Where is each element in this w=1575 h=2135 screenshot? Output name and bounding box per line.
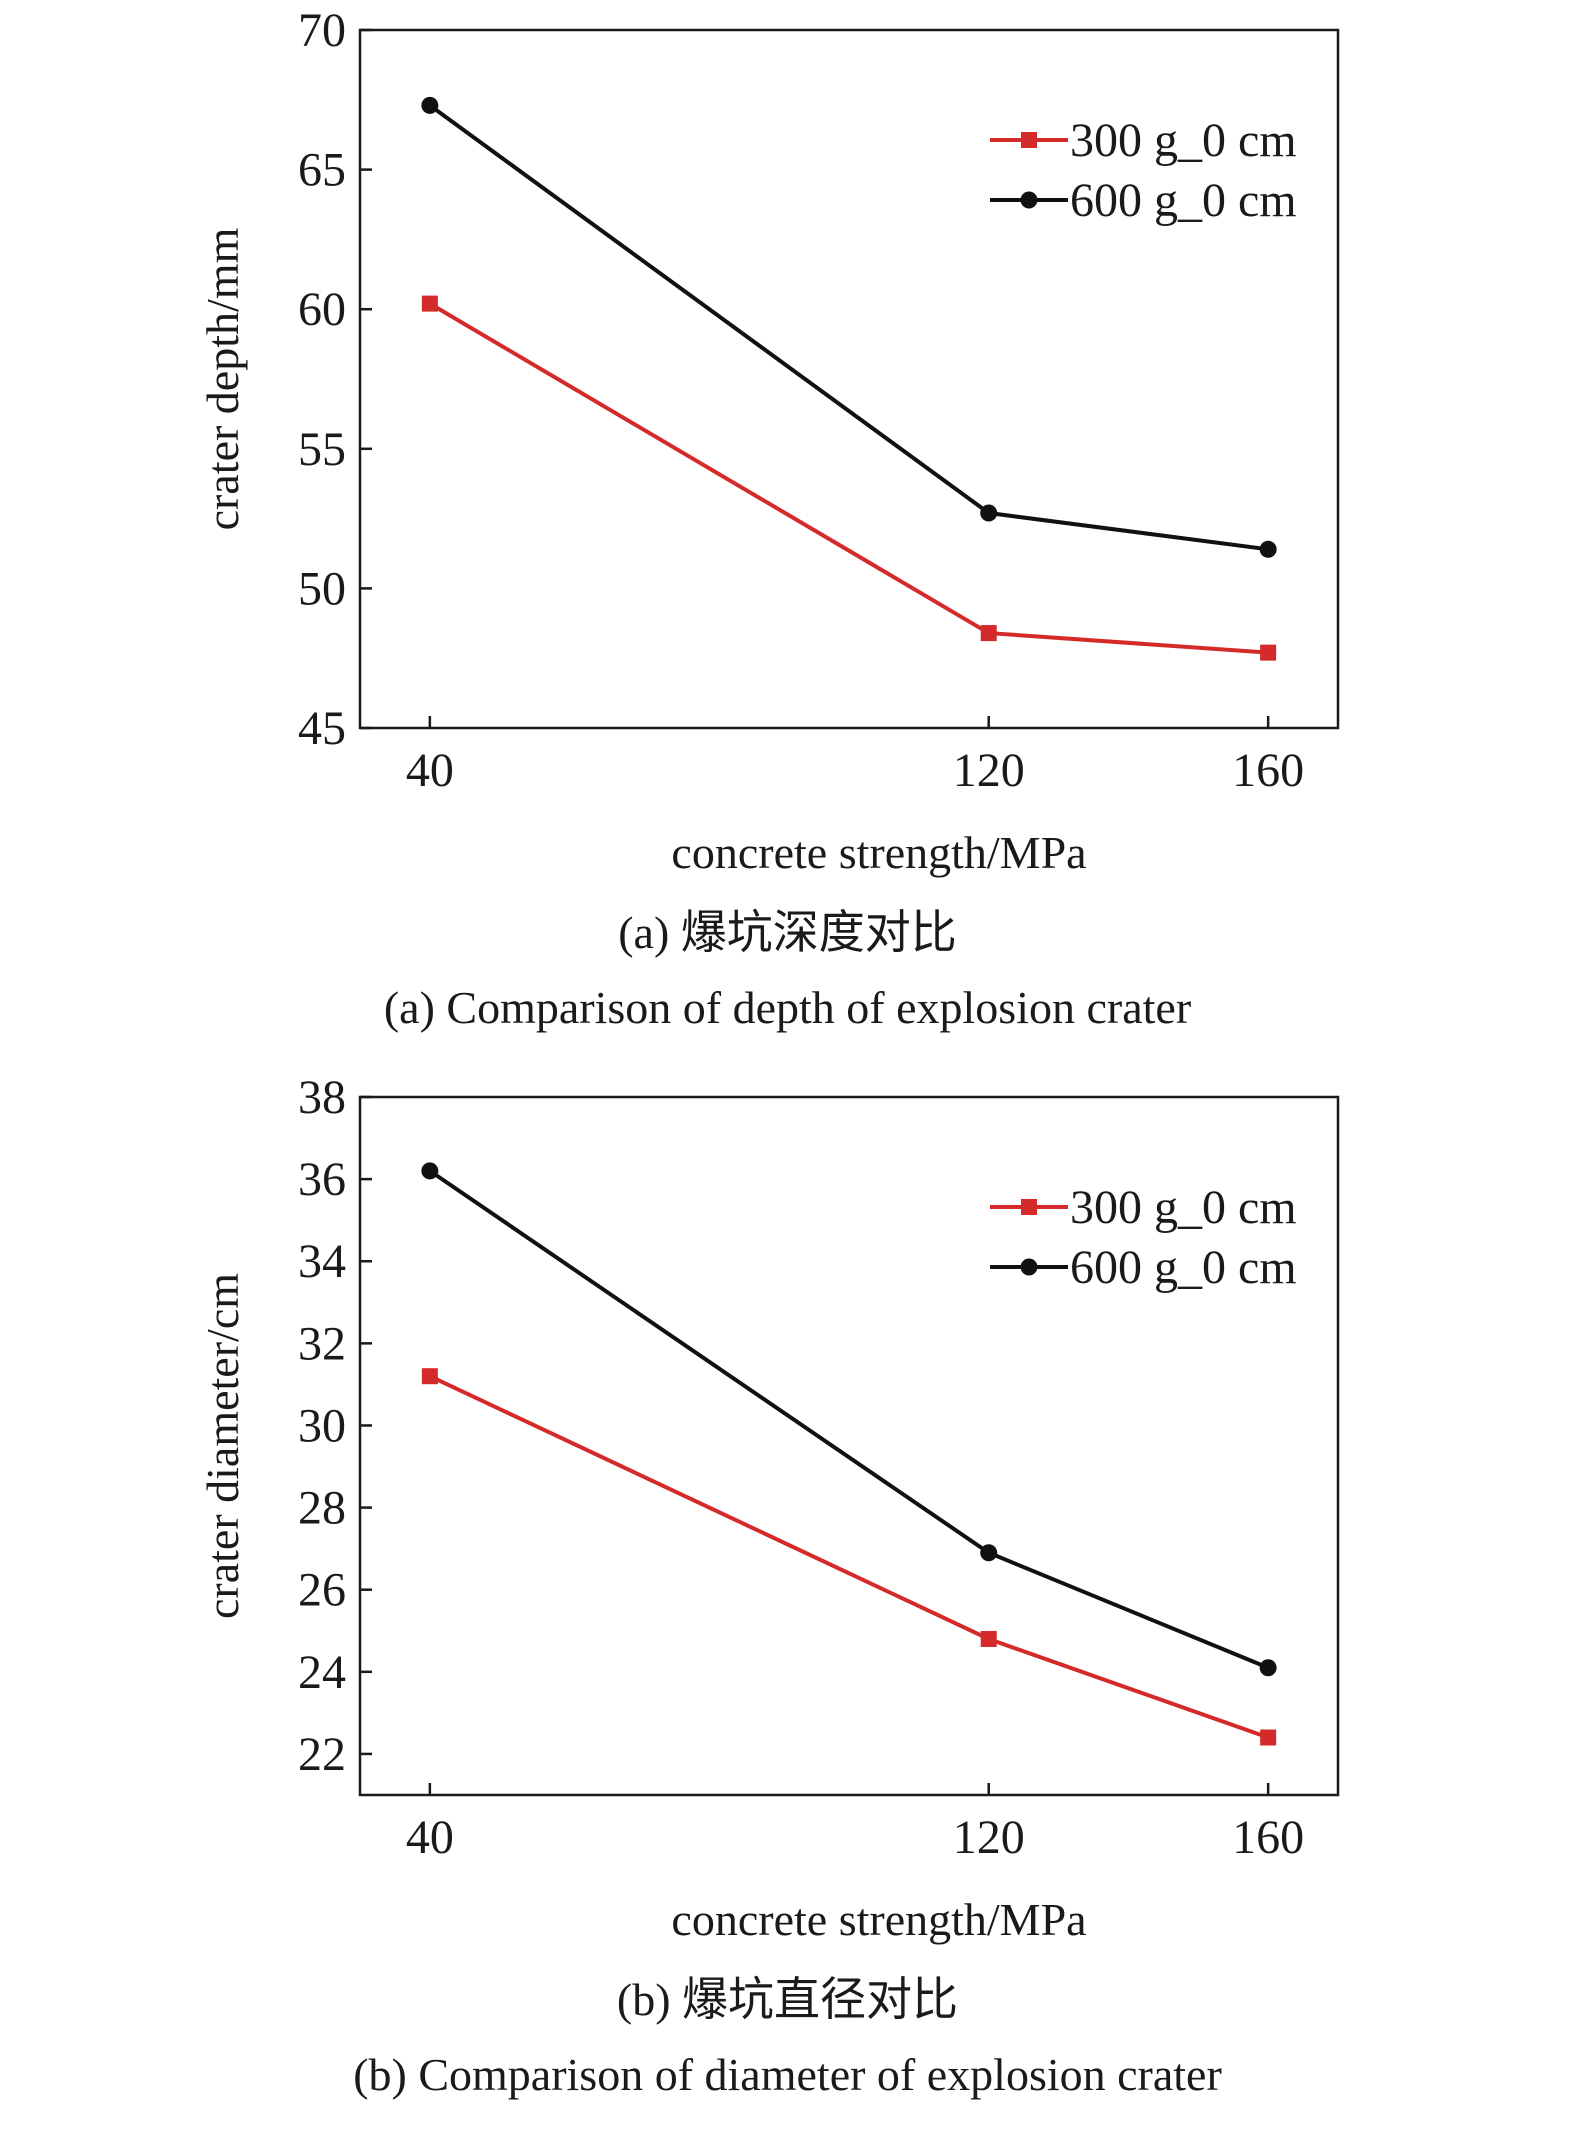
legend-label-600g: 600 g_0 cm — [1070, 174, 1297, 227]
y-tick-label: 65 — [298, 144, 346, 197]
data-point-300g — [980, 625, 997, 642]
plot-frame — [358, 1095, 1340, 1797]
chart-crater-depth: 45 50 55 60 65 70 40 120 160 concrete strength/MP… — [197, 4, 1340, 878]
legend-label-300g: 300 g_0 cm — [1070, 114, 1297, 167]
data-point-300g — [980, 1630, 997, 1647]
x-tick-label: 120 — [953, 1811, 1025, 1864]
y-tick-label: 36 — [298, 1153, 346, 1206]
x-tick-label: 40 — [406, 744, 454, 797]
y-tick-label: 50 — [298, 562, 346, 615]
data-point-300g — [421, 295, 438, 312]
caption-en: (a) Comparison of depth of explosion cra… — [383, 982, 1192, 1033]
legend-marker-600g — [1020, 191, 1038, 209]
figure-a: 45 50 55 60 65 70 40 120 160 concrete strength/MP… — [0, 0, 1575, 1067]
series-line-600g — [428, 103, 1269, 552]
y-tick-label: 26 — [298, 1564, 346, 1617]
y-tick-label: 55 — [298, 423, 346, 476]
x-tick-label: 120 — [953, 744, 1025, 797]
caption-cn: (a) 爆坑深度对比 — [618, 907, 957, 958]
data-point-300g — [1260, 1729, 1277, 1746]
legend-marker-300g — [1021, 132, 1037, 148]
series-line-300g — [429, 1374, 1269, 1740]
data-point-600g — [1259, 1659, 1277, 1677]
caption-en: (b) Comparison of diameter of explosion … — [353, 2049, 1222, 2100]
y-tick-label: 24 — [298, 1646, 346, 1699]
x-tick-label: 160 — [1232, 744, 1304, 797]
data-point-600g — [421, 96, 439, 114]
y-tick-label: 45 — [298, 702, 346, 755]
x-axis-label: concrete strength/MPa — [671, 827, 1086, 878]
y-tick-label: 32 — [298, 1317, 346, 1370]
y-tick-label: 70 — [298, 4, 346, 57]
y-tick-label: 22 — [298, 1728, 346, 1781]
y-axis-label: crater diameter/cm — [197, 1273, 248, 1619]
data-point-600g — [980, 1544, 998, 1562]
x-tick-label: 160 — [1232, 1811, 1304, 1864]
plot-frame — [358, 28, 1340, 730]
series-line-300g — [428, 301, 1269, 655]
legend-marker-300g — [1021, 1199, 1037, 1215]
chart-crater-diameter: 22 24 26 28 30 32 34 36 38 40 120 160 concrete stren… — [197, 1071, 1340, 1945]
x-axis-label: concrete strength/MPa — [671, 1894, 1086, 1945]
data-point-600g — [421, 1162, 439, 1180]
caption-cn: (b) 爆坑直径对比 — [616, 1974, 959, 2025]
y-tick-label: 60 — [298, 283, 346, 336]
legend-marker-600g — [1020, 1258, 1038, 1276]
data-point-600g — [980, 504, 998, 522]
figure-b: 22 24 26 28 30 32 34 36 38 40 120 160 concrete stren… — [0, 1067, 1575, 2135]
data-point-300g — [1260, 644, 1277, 661]
data-point-300g — [421, 1368, 438, 1385]
x-tick-label: 40 — [406, 1811, 454, 1864]
y-tick-label: 38 — [298, 1071, 346, 1124]
y-tick-label: 30 — [298, 1399, 346, 1452]
y-tick-label: 34 — [298, 1235, 346, 1288]
y-tick-label: 28 — [298, 1482, 346, 1535]
y-axis-label: crater depth/mm — [197, 227, 248, 530]
legend-label-600g: 600 g_0 cm — [1070, 1241, 1297, 1294]
data-point-600g — [1259, 540, 1277, 558]
legend-label-300g: 300 g_0 cm — [1070, 1181, 1297, 1234]
